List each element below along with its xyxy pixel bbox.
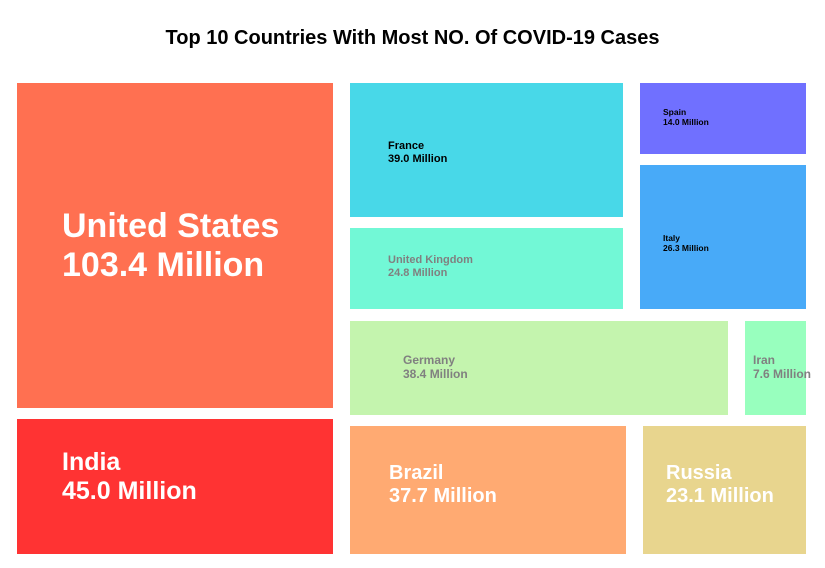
country-name: India xyxy=(62,448,121,476)
treemap-tile-italy xyxy=(640,165,806,309)
treemap-tile-iran xyxy=(745,321,806,415)
treemap-label-spain: Spain 14.0 Million xyxy=(663,107,709,128)
country-value: 39.0 Million xyxy=(388,152,448,165)
treemap-label-france: France 39.0 Million xyxy=(388,140,447,165)
country-name: Russia xyxy=(666,462,732,484)
treemap-label-brazil: Brazil 37.7 Million xyxy=(389,462,497,508)
country-value: 37.7 Million xyxy=(389,485,497,507)
treemap-label-russia: Russia 23.1 Million xyxy=(666,462,774,508)
country-name: France xyxy=(388,140,425,152)
treemap-tile-germany xyxy=(350,321,728,415)
country-value: 24.8 Million xyxy=(388,266,448,279)
treemap-label-italy: Italy 26.3 Million xyxy=(663,233,709,254)
country-value: 38.4 Million xyxy=(403,366,468,381)
country-name: Brazil xyxy=(389,462,444,484)
treemap-tile-united-kingdom xyxy=(350,228,623,309)
country-name: Iran xyxy=(753,353,776,367)
country-name: Germany xyxy=(403,353,456,367)
treemap-label-iran: Iran 7.6 Million xyxy=(753,353,812,382)
country-name: United Kingdom xyxy=(388,254,473,266)
chart-title: Top 10 Countries With Most NO. Of COVID-… xyxy=(165,27,660,49)
treemap-tile-brazil xyxy=(350,426,626,554)
country-value: 45.0 Million xyxy=(62,476,197,505)
country-value: 23.1 Million xyxy=(666,485,774,507)
treemap-label-india: India 45.0 Million xyxy=(62,448,197,506)
treemap-label-germany: Germany 38.4 Million xyxy=(403,353,468,382)
country-value: 103.4 Million xyxy=(62,246,265,285)
country-value: 7.6 Million xyxy=(753,366,812,381)
country-name: United States xyxy=(62,207,280,245)
treemap-tile-india xyxy=(17,419,333,554)
country-name: Italy xyxy=(663,233,681,243)
treemap-label-united-states: United States 103.4 Million xyxy=(62,207,279,285)
country-name: Spain xyxy=(663,107,687,117)
treemap-tile-russia xyxy=(643,426,806,554)
treemap-tile-france xyxy=(350,83,623,217)
treemap-label-united-kingdom: United Kingdom 24.8 Million xyxy=(388,254,473,279)
treemap-tile-spain xyxy=(640,83,806,154)
country-value: 26.3 Million xyxy=(663,242,709,253)
country-value: 14.0 Million xyxy=(663,116,709,127)
treemap-tile-united-states xyxy=(17,83,333,408)
